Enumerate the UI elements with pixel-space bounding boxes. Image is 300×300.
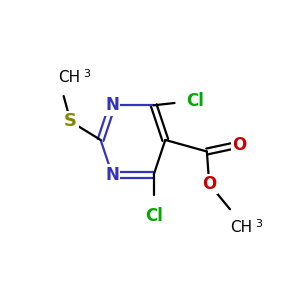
Text: O: O xyxy=(202,175,216,193)
Text: Cl: Cl xyxy=(145,207,163,225)
Text: CH: CH xyxy=(230,220,252,235)
Text: 3: 3 xyxy=(83,69,90,79)
Text: 3: 3 xyxy=(255,219,262,229)
Text: N: N xyxy=(105,166,119,184)
Text: S: S xyxy=(64,112,77,130)
Text: O: O xyxy=(232,136,246,154)
Text: Cl: Cl xyxy=(186,92,204,110)
Text: N: N xyxy=(105,96,119,114)
Text: CH: CH xyxy=(58,70,80,85)
